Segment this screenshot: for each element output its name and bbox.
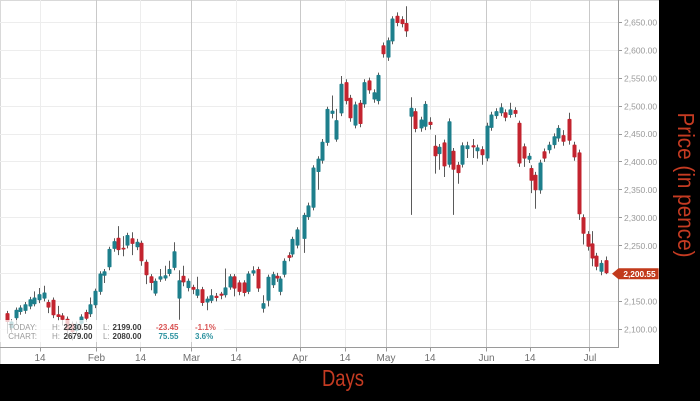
svg-text:-23.45: -23.45 [156,323,179,332]
svg-text:Jul: Jul [584,353,597,364]
svg-text:2199.00: 2199.00 [113,323,142,332]
svg-text:Feb: Feb [88,353,106,364]
svg-text:2,250.00: 2,250.00 [624,241,657,251]
svg-text:Price (in pence): Price (in pence) [673,113,699,258]
svg-text:Apr: Apr [292,353,308,364]
svg-text:L:: L: [103,323,110,332]
svg-text:2,500.00: 2,500.00 [624,101,657,111]
svg-text:Mar: Mar [183,353,201,364]
svg-text:3.6%: 3.6% [195,332,213,341]
svg-text:2679.00: 2679.00 [64,332,93,341]
svg-text:14: 14 [424,353,436,364]
svg-text:2,600.00: 2,600.00 [624,46,657,56]
svg-text:2,150.00: 2,150.00 [624,297,657,307]
svg-text:2,200.55: 2,200.55 [623,269,656,279]
svg-text:14: 14 [524,353,536,364]
svg-text:2,100.00: 2,100.00 [624,325,657,335]
svg-text:75.55: 75.55 [158,332,179,341]
svg-text:L:: L: [103,332,110,341]
svg-text:2230.50: 2230.50 [64,323,93,332]
svg-text:Jun: Jun [478,353,494,364]
svg-text:2,400.00: 2,400.00 [624,157,657,167]
svg-text:Days: Days [322,365,364,391]
svg-text:2,550.00: 2,550.00 [624,73,657,83]
svg-text:-1.1%: -1.1% [195,323,216,332]
svg-text:2,650.00: 2,650.00 [624,18,657,28]
svg-text:14: 14 [135,353,147,364]
svg-text:H:: H: [52,323,60,332]
svg-text:2,450.00: 2,450.00 [624,129,657,139]
svg-text:14: 14 [230,353,242,364]
svg-text:May: May [377,353,396,364]
svg-text:CHART:: CHART: [8,332,37,341]
svg-text:H:: H: [52,332,60,341]
svg-text:14: 14 [34,353,46,364]
svg-text:14: 14 [339,353,351,364]
svg-text:2,300.00: 2,300.00 [624,213,657,223]
svg-text:2080.00: 2080.00 [113,332,142,341]
svg-text:TODAY:: TODAY: [8,323,37,332]
svg-text:2,350.00: 2,350.00 [624,185,657,195]
